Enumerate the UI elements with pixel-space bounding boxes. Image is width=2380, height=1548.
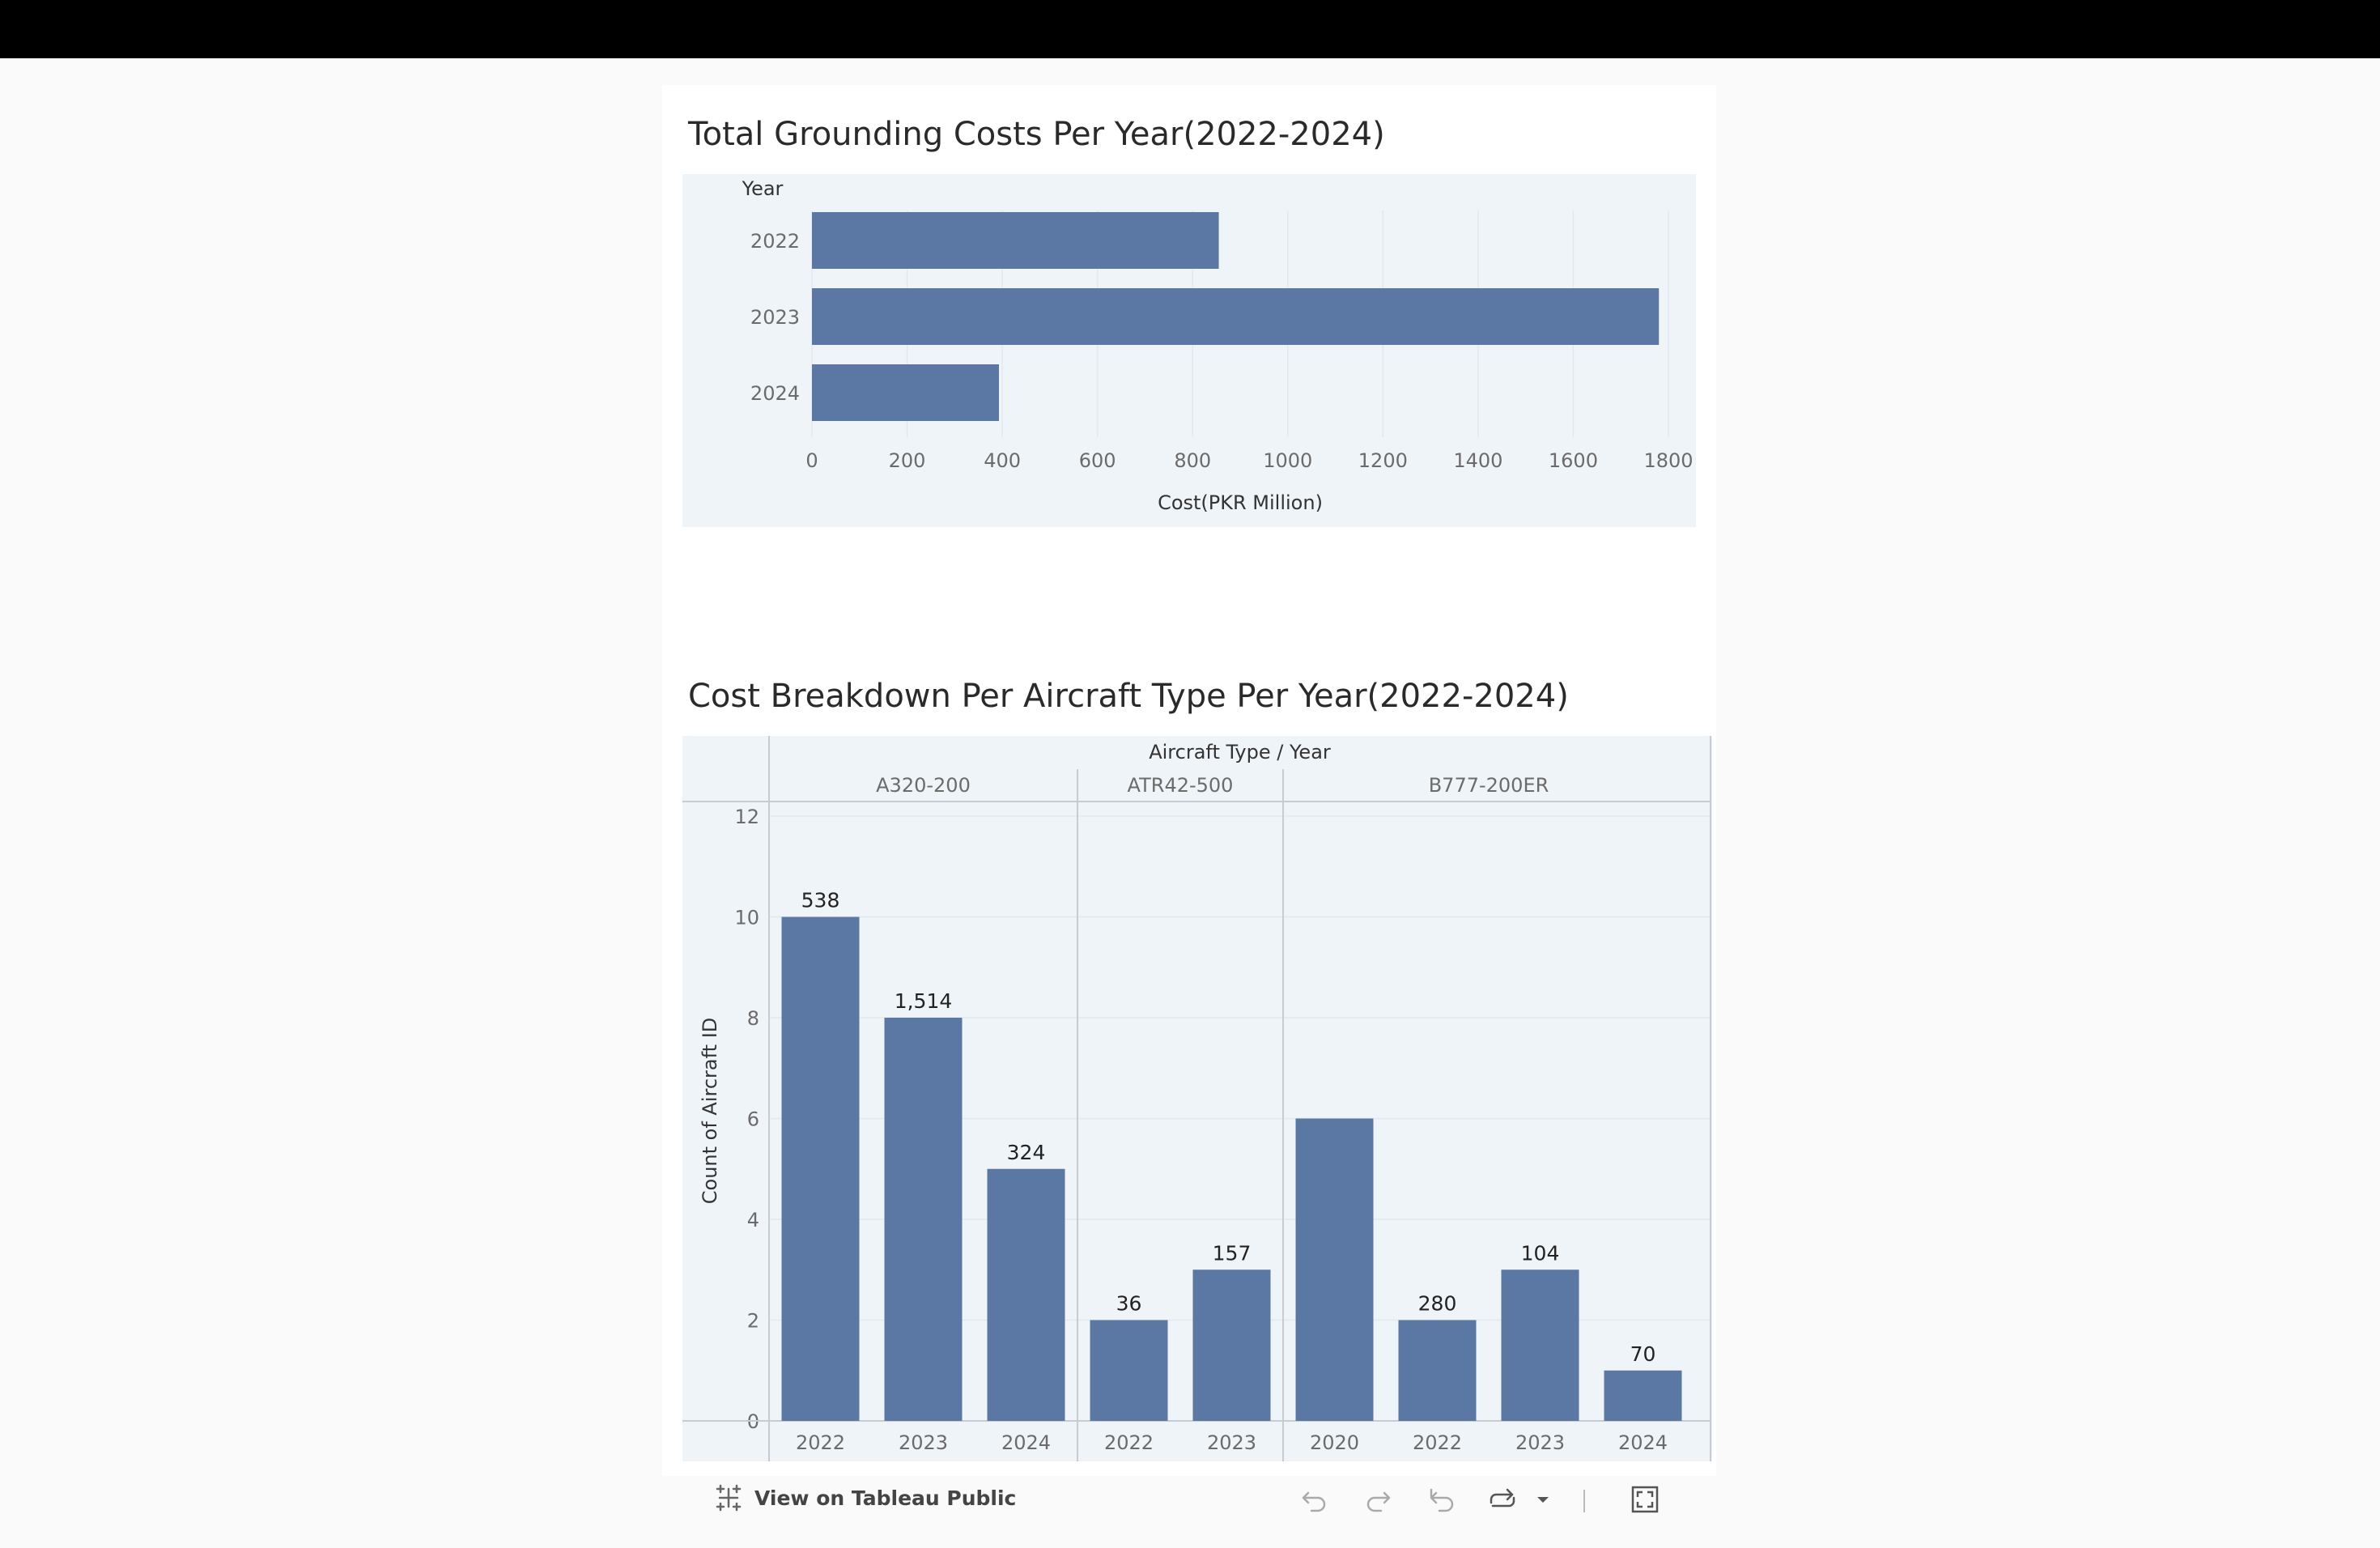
bar-value-label: 538 (801, 889, 840, 912)
group-header-label: A320-200 (876, 774, 971, 797)
x-axis-title: Cost(PKR Million) (1158, 491, 1323, 514)
x-tick-label: 1400 (1453, 449, 1502, 472)
x-tick-label: 2023 (1515, 1431, 1565, 1454)
x-tick-label: 1600 (1549, 449, 1598, 472)
x-tick-label: 0 (805, 449, 818, 472)
x-tick-label: 600 (1079, 449, 1116, 472)
y-tick-label: 6 (747, 1108, 759, 1131)
undo-icon[interactable] (1297, 1482, 1332, 1517)
bar-B777-200ER-2020[interactable] (1295, 1118, 1374, 1422)
bar-value-label: 1,514 (895, 989, 953, 1013)
x-tick-label: 2023 (899, 1431, 948, 1454)
bar-value-label: 157 (1213, 1241, 1252, 1265)
x-tick-label: 400 (984, 449, 1021, 472)
x-tick-label: 800 (1174, 449, 1211, 472)
redo-icon[interactable] (1360, 1482, 1396, 1517)
bar-B777-200ER-2024[interactable] (1604, 1370, 1682, 1421)
bar-B777-200ER-2023[interactable] (1501, 1269, 1579, 1421)
x-tick-label: 2020 (1310, 1431, 1359, 1454)
dashboard: Total Grounding Costs Per Year(2022-2024… (662, 85, 1716, 1476)
x-tick-label: 200 (889, 449, 926, 472)
bar-ATR42-500-2023[interactable] (1192, 1269, 1271, 1421)
bar-2023[interactable] (812, 288, 1660, 345)
bar-2024[interactable] (812, 364, 999, 421)
tableau-toolbar: View on Tableau Public (662, 1475, 1716, 1524)
bar-value-label: 36 (1116, 1292, 1142, 1316)
x-tick-label: 1200 (1358, 449, 1408, 472)
y-tick-label: 2023 (750, 306, 800, 329)
y-tick-label: 12 (734, 806, 759, 828)
bar-A320-200-2024[interactable] (987, 1168, 1065, 1421)
bar-B777-200ER-2022[interactable] (1398, 1320, 1477, 1422)
x-tick-label: 1800 (1643, 449, 1693, 472)
tableau-logo-icon (714, 1483, 743, 1512)
chart1-svg: 0 200 400 600 800 1000 1200 1400 1600 1800 Year 202… (742, 177, 1694, 514)
fullscreen-icon[interactable] (1627, 1482, 1663, 1517)
bar-value-label: 70 (1630, 1342, 1656, 1366)
revert-icon[interactable] (1423, 1482, 1459, 1517)
x-tick-label: 2022 (796, 1431, 845, 1454)
bar-value-label: 324 (1007, 1141, 1046, 1164)
group-header-label: ATR42-500 (1128, 774, 1234, 797)
y-axis-header: Year (742, 177, 784, 200)
refresh-icon[interactable] (1485, 1482, 1520, 1517)
x-tick-label: 2023 (1207, 1431, 1256, 1454)
x-tick-label: 2024 (1618, 1431, 1668, 1454)
bar-A320-200-2022[interactable] (781, 916, 860, 1422)
x-tick-label: 2022 (1413, 1431, 1462, 1454)
column-header: Aircraft Type / Year (1149, 741, 1331, 763)
bar-value-label: 104 (1521, 1241, 1560, 1265)
chart2-title: Cost Breakdown Per Aircraft Type Per Yea… (688, 678, 1569, 715)
y-axis-title: Count of Aircraft ID (699, 1018, 721, 1204)
bar-2022[interactable] (812, 212, 1219, 269)
bar-ATR42-500-2022[interactable] (1090, 1320, 1168, 1422)
y-tick-label: 2 (747, 1310, 759, 1333)
y-tick-label: 2024 (750, 382, 800, 405)
y-tick-label: 2022 (750, 230, 800, 253)
top-black-bar (0, 0, 2380, 58)
y-tick-label: 4 (747, 1209, 759, 1231)
x-tick-label: 2022 (1104, 1431, 1154, 1454)
x-tick-label: 1000 (1263, 449, 1312, 472)
chart1-title: Total Grounding Costs Per Year(2022-2024… (688, 116, 1385, 153)
group-header-label: B777-200ER (1429, 774, 1549, 797)
view-on-tableau-link[interactable]: View on Tableau Public (714, 1483, 1016, 1512)
chart1-panel: 0 200 400 600 800 1000 1200 1400 1600 1800 Year 202… (682, 174, 1696, 527)
y-tick-label: 8 (747, 1007, 759, 1030)
bar-A320-200-2023[interactable] (884, 1018, 963, 1421)
x-tick-label: 2024 (1001, 1431, 1051, 1454)
view-on-tableau-label: View on Tableau Public (754, 1486, 1017, 1510)
bar-value-label: 280 (1418, 1292, 1457, 1316)
dropdown-caret-icon[interactable] (1525, 1482, 1561, 1517)
y-tick-label: 10 (734, 907, 759, 929)
toolbar-divider (1583, 1490, 1585, 1512)
